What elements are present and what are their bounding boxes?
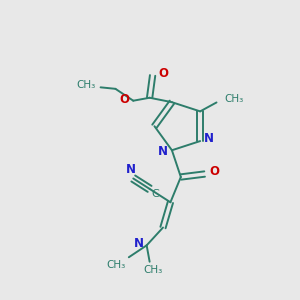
Text: O: O xyxy=(158,68,169,80)
Text: O: O xyxy=(120,93,130,106)
Text: O: O xyxy=(209,165,219,178)
Text: N: N xyxy=(158,145,168,158)
Text: C: C xyxy=(151,190,159,200)
Text: N: N xyxy=(134,237,144,250)
Text: CH₃: CH₃ xyxy=(224,94,243,104)
Text: CH₃: CH₃ xyxy=(143,265,162,275)
Text: N: N xyxy=(204,132,214,145)
Text: N: N xyxy=(126,163,136,176)
Text: CH₃: CH₃ xyxy=(106,260,126,270)
Text: CH₃: CH₃ xyxy=(77,80,96,90)
